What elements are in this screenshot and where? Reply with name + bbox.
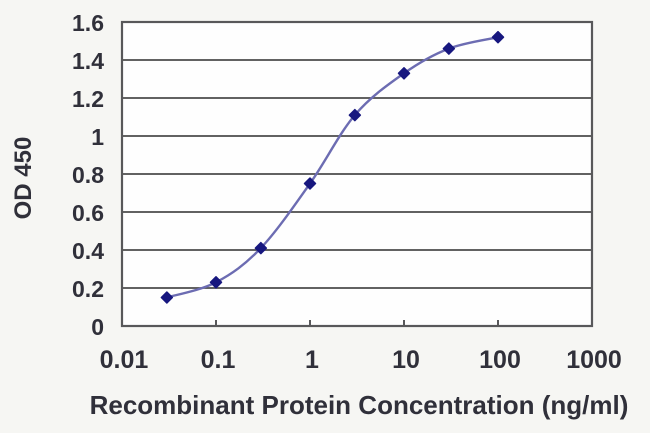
diamond-marker — [160, 291, 174, 304]
x-tick-label: 0.1 — [201, 346, 236, 374]
x-axis-tick-labels: 0.01 0.1 1 10 100 1000 — [100, 346, 622, 374]
y-tick-label: 1.4 — [72, 48, 104, 74]
x-tick-label: 10 — [392, 346, 420, 374]
y-tick-label: 0.4 — [72, 238, 104, 264]
diamond-marker — [303, 177, 317, 190]
diamond-marker — [397, 67, 411, 80]
data-point-markers — [160, 30, 505, 304]
x-axis-title: Recombinant Protein Concentration (ng/ml… — [90, 390, 629, 420]
y-tick-label: 0.6 — [72, 200, 104, 226]
x-tick-label: 100 — [479, 346, 521, 374]
diamond-marker — [254, 241, 268, 255]
y-tick-label: 1.2 — [72, 86, 104, 112]
y-tick-label: 1.6 — [72, 10, 104, 36]
diamond-marker — [209, 276, 223, 289]
diamond-marker — [491, 30, 505, 44]
x-tick-label: 1 — [305, 346, 319, 374]
y-tick-label: 0 — [91, 314, 104, 340]
x-tick-label: 1000 — [566, 346, 622, 374]
y-axis-title: OD 450 — [10, 137, 37, 220]
data-series-line — [165, 36, 500, 299]
diamond-marker — [442, 42, 456, 55]
plot-border — [120, 20, 594, 328]
y-tick-label: 0.2 — [72, 276, 104, 302]
x-tick-label: 0.01 — [100, 346, 149, 374]
diamond-marker — [348, 108, 362, 122]
y-tick-label: 0.8 — [72, 162, 104, 188]
y-axis-tick-labels: 0 0.2 0.4 0.6 0.8 1 1.2 1.4 1.6 — [72, 10, 104, 340]
y-tick-label: 1 — [91, 124, 104, 150]
